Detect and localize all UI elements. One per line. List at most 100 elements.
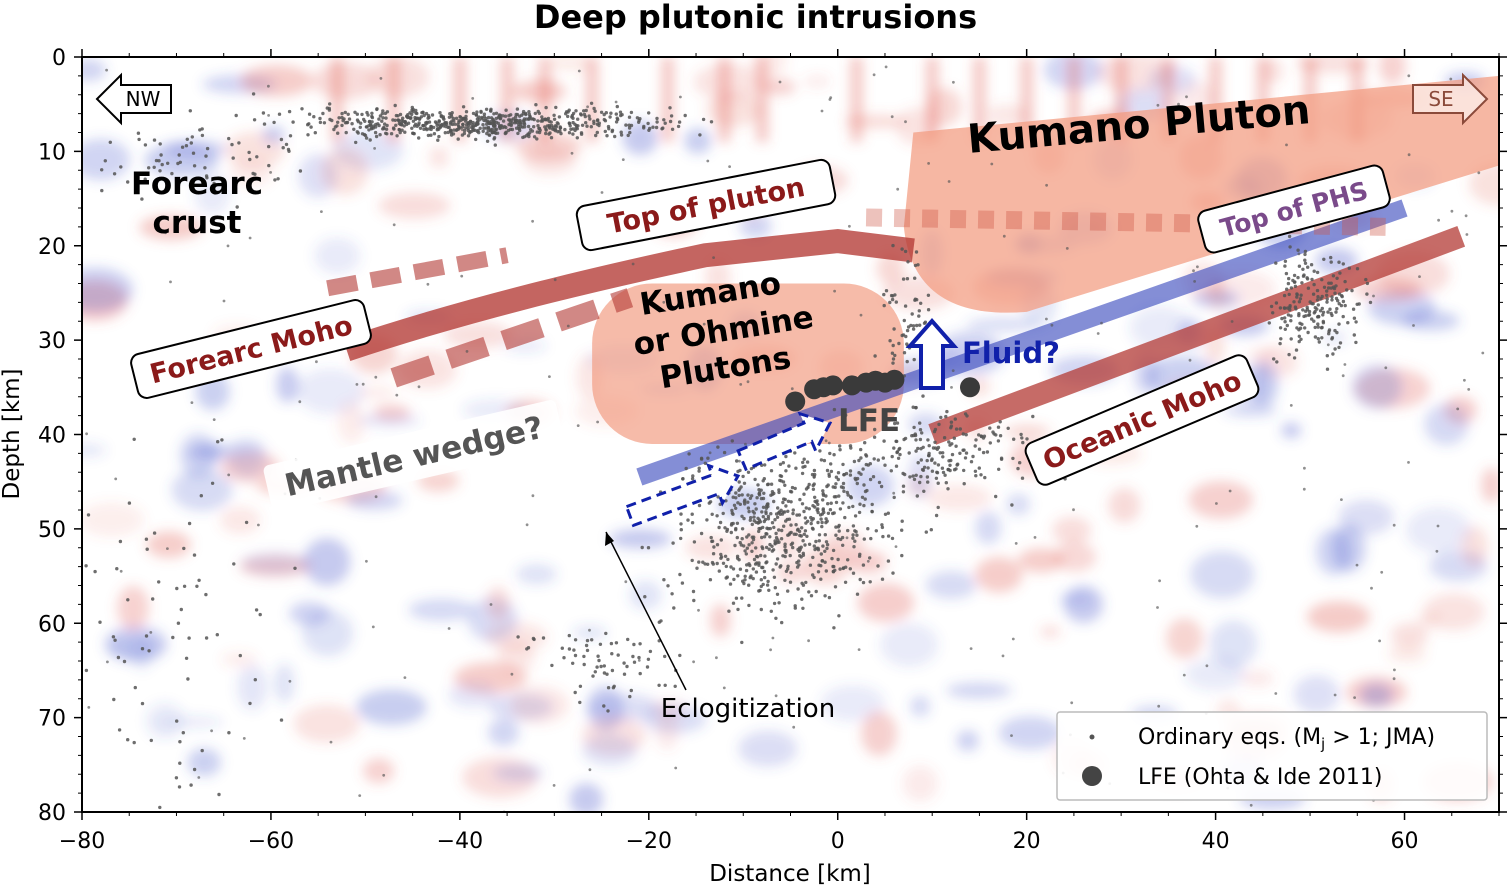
earthquake-point [375, 107, 379, 112]
earthquake-point [1352, 316, 1357, 320]
earthquake-point [631, 262, 635, 266]
earthquake-point [1302, 487, 1306, 491]
earthquake-point [408, 111, 412, 115]
earthquake-point [491, 130, 495, 134]
earthquake-point [663, 654, 667, 659]
x-tick-label: 40 [1202, 829, 1230, 854]
earthquake-point [757, 561, 761, 565]
earthquake-point [606, 709, 610, 713]
earthquake-point [863, 489, 868, 494]
earthquake-point [557, 115, 562, 119]
earthquake-point [1295, 295, 1299, 299]
earthquake-point [822, 458, 827, 463]
earthquake-point [1450, 209, 1454, 213]
earthquake-point [786, 533, 790, 537]
earthquake-point [824, 439, 828, 443]
earthquake-point [690, 512, 694, 516]
earthquake-point [184, 656, 189, 660]
earthquake-point [882, 292, 886, 297]
earthquake-point [927, 444, 931, 448]
earthquake-point [460, 133, 465, 137]
positive-anomaly-blob [1166, 618, 1203, 659]
earthquake-point [770, 544, 774, 548]
earthquake-point [318, 120, 323, 125]
earthquake-point [619, 130, 623, 134]
earthquake-point [584, 121, 588, 125]
earthquake-point [744, 442, 747, 446]
earthquake-point [1303, 261, 1308, 265]
earthquake-point [345, 120, 350, 125]
negative-anomaly-blob [408, 598, 475, 621]
earthquake-point [1319, 326, 1324, 330]
earthquake-point [582, 109, 586, 113]
earthquake-point [510, 121, 514, 125]
earthquake-point [1315, 288, 1320, 293]
earthquake-point [1338, 271, 1342, 275]
earthquake-point [406, 113, 410, 117]
earthquake-point [765, 532, 769, 536]
earthquake-point [486, 115, 491, 120]
positive-anomaly-blob [709, 603, 732, 638]
positive-anomaly-blob [549, 57, 592, 71]
earthquake-point [837, 614, 841, 618]
earthquake-point [880, 525, 885, 530]
earthquake-point [706, 562, 710, 566]
earthquake-point [119, 569, 123, 573]
earthquake-point [964, 451, 969, 455]
earthquake-point [742, 516, 746, 521]
negative-anomaly-blob [82, 267, 134, 312]
earthquake-point [1215, 502, 1218, 505]
earthquake-point [608, 115, 612, 119]
earthquake-point [905, 359, 909, 364]
earthquake-point [789, 530, 793, 535]
earthquake-point [735, 459, 739, 463]
earthquake-point [312, 115, 316, 119]
earthquake-point [762, 535, 767, 539]
nw-direction-arrow: NW [95, 72, 172, 126]
earthquake-point [817, 563, 821, 567]
earthquake-point [676, 124, 681, 129]
mantle-wedge-box [263, 400, 565, 512]
earthquake-point [818, 449, 822, 453]
earthquake-point [784, 454, 788, 459]
earthquake-point [734, 528, 738, 532]
earthquake-point [1033, 536, 1037, 539]
negative-anomaly-blob [845, 464, 895, 507]
earthquake-point [916, 461, 920, 465]
earthquake-point [432, 125, 436, 130]
earthquake-point [657, 683, 661, 687]
earthquake-point [1010, 503, 1014, 507]
earthquake-point [429, 125, 433, 130]
earthquake-point [811, 504, 815, 508]
earthquake-point [672, 606, 676, 610]
earthquake-point [1100, 321, 1103, 325]
earthquake-point [779, 537, 784, 541]
earthquake-point [147, 649, 151, 653]
earthquake-point [733, 543, 737, 548]
positive-anomaly-blob [1096, 57, 1173, 93]
earthquake-point [566, 324, 570, 328]
earthquake-point [732, 577, 736, 582]
earthquake-point [1365, 281, 1370, 286]
earthquake-point [830, 556, 834, 561]
earthquake-point [948, 463, 952, 467]
earthquake-point [922, 465, 927, 469]
earthquake-point [730, 508, 734, 513]
earthquake-point [900, 247, 904, 251]
earthquake-point [784, 569, 789, 573]
positive-anomaly-blob [1018, 548, 1064, 573]
earthquake-point [801, 460, 805, 465]
earthquake-point [231, 156, 235, 160]
earthquake-point [313, 131, 317, 135]
earthquake-point [831, 548, 836, 553]
earthquake-point [1278, 306, 1283, 310]
earthquake-point [504, 108, 508, 112]
earthquake-point [807, 639, 810, 643]
earthquake-point [918, 480, 922, 485]
negative-anomaly-blob [1359, 683, 1394, 707]
earthquake-point [1304, 309, 1308, 313]
earthquake-point [1012, 437, 1016, 441]
earthquake-point [1325, 354, 1330, 358]
earthquake-point [567, 647, 572, 651]
earthquake-point [746, 470, 751, 474]
